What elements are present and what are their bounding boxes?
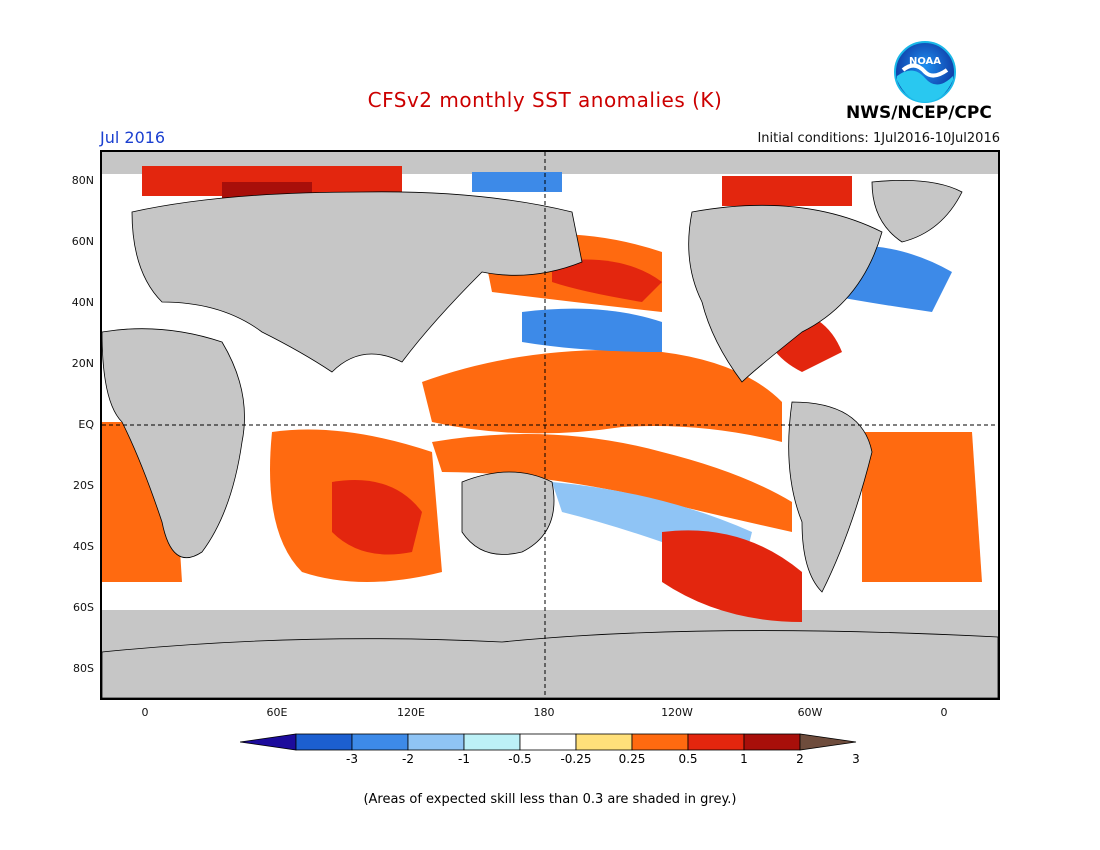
land-masses <box>102 179 998 698</box>
lat-label: 20N <box>71 357 94 370</box>
map-svg <box>102 152 998 698</box>
lat-label: 80S <box>73 662 94 675</box>
north-pacific-warm-band <box>422 350 782 442</box>
colorbar-tick-label: 2 <box>796 752 804 766</box>
noaa-logo-icon: NOAA <box>893 40 957 104</box>
lat-label: 20S <box>73 479 94 492</box>
lat-label: 80N <box>71 174 94 187</box>
colorbar-tick-label: 0.5 <box>678 752 698 766</box>
colorbar-segment <box>631 733 689 751</box>
colorbar <box>239 733 860 755</box>
lon-label: 0 <box>141 706 149 719</box>
lat-label: 60S <box>73 601 94 614</box>
lat-label: 60N <box>71 235 94 248</box>
lon-label: 60W <box>797 706 823 719</box>
colorbar-tick-label: 1 <box>740 752 748 766</box>
colorbar-arrow-high <box>799 733 857 751</box>
lon-label: 120W <box>661 706 693 719</box>
colorbar-segment <box>407 733 465 751</box>
colorbar-segment <box>463 733 521 751</box>
chart-title: CFSv2 monthly SST anomalies (K) <box>367 88 723 112</box>
colorbar-tick-label: 3 <box>852 752 860 766</box>
lon-label: 180 <box>533 706 555 719</box>
colorbar-arrow-low <box>239 733 297 751</box>
lon-label: 0 <box>940 706 948 719</box>
month-label: Jul 2016 <box>100 128 166 147</box>
colorbar-tick-label: -3 <box>346 752 358 766</box>
colorbar-tick-label: -0.5 <box>508 752 532 766</box>
colorbar-segment <box>295 733 353 751</box>
agency-label: NWS/NCEP/CPC <box>846 103 992 123</box>
lat-label: EQ <box>78 418 94 431</box>
colorbar-segment <box>575 733 633 751</box>
colorbar-svg <box>239 733 857 751</box>
colorbar-segment <box>519 733 577 751</box>
colorbar-tick-label: -0.25 <box>560 752 592 766</box>
colorbar-segment <box>687 733 745 751</box>
lat-label: 40N <box>71 296 94 309</box>
colorbar-segment <box>743 733 801 751</box>
initial-conditions-label: Initial conditions: 1Jul2016-10Jul2016 <box>757 131 1000 146</box>
lat-label: 40S <box>73 540 94 553</box>
colorbar-tick-label: 0.25 <box>618 752 646 766</box>
colorbar-tick-label: -1 <box>458 752 470 766</box>
south-pacific-warm-anomaly <box>662 530 802 622</box>
sst-anomaly-map <box>100 150 1000 700</box>
skill-note: (Areas of expected skill less than 0.3 a… <box>363 792 737 807</box>
logo-text: NOAA <box>909 56 941 67</box>
colorbar-segment <box>351 733 409 751</box>
colorbar-tick-label: -2 <box>402 752 414 766</box>
lon-label: 60E <box>266 706 288 719</box>
lon-label: 120E <box>397 706 425 719</box>
